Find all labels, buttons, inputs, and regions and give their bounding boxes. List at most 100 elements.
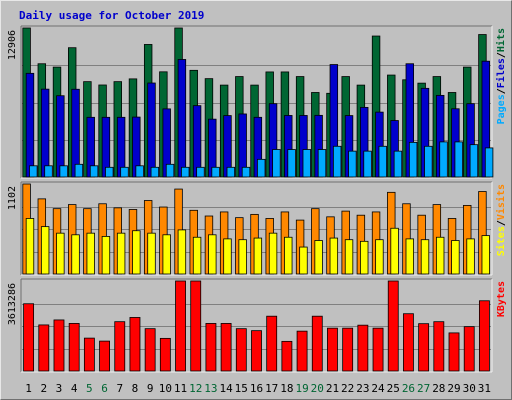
bar-sites-day-10 — [162, 234, 171, 275]
bar-kbytes-day-31 — [478, 300, 490, 372]
bar-sites-day-4 — [71, 234, 80, 275]
bar-kbytes-day-3 — [53, 319, 65, 372]
bar-sites-day-11 — [177, 229, 187, 275]
bar-kbytes-day-27 — [418, 323, 430, 372]
day-label-27: 27 — [417, 382, 430, 395]
bar-sites-day-6 — [101, 236, 111, 275]
bar-kbytes-day-18 — [281, 340, 293, 372]
bar-sites-day-27 — [420, 239, 430, 275]
day-label-7: 7 — [116, 382, 123, 395]
day-label-5: 5 — [86, 382, 93, 395]
bar-kbytes-day-17 — [266, 315, 278, 372]
day-label-21: 21 — [326, 382, 339, 395]
bar-pages-day-29 — [454, 141, 463, 178]
scale-label-hits: 12906 — [7, 30, 18, 60]
axis-label-part-hits-0: Pages — [496, 94, 507, 124]
chart-title: Daily usage for October 2019 — [19, 9, 204, 22]
bar-sites-day-22 — [344, 239, 354, 275]
bar-kbytes-day-7 — [114, 321, 126, 372]
bar-pages-day-14 — [226, 166, 236, 178]
day-label-16: 16 — [250, 382, 263, 395]
day-label-30: 30 — [463, 382, 476, 395]
bar-sites-day-28 — [435, 236, 445, 275]
bar-kbytes-day-15 — [235, 328, 247, 372]
bar-sites-day-30 — [466, 238, 475, 275]
bar-sites-day-1 — [25, 218, 35, 275]
axis-label-part-hits-3: / — [496, 52, 507, 58]
bar-pages-day-7 — [120, 166, 129, 178]
bar-sites-day-31 — [481, 235, 490, 275]
day-label-4: 4 — [71, 382, 78, 395]
day-label-8: 8 — [132, 382, 139, 395]
bar-sites-day-13 — [208, 234, 217, 275]
bar-kbytes-day-14 — [220, 323, 232, 372]
day-label-28: 28 — [432, 382, 445, 395]
bar-sites-day-19 — [299, 246, 308, 275]
bar-pages-day-4 — [74, 163, 84, 178]
bar-sites-day-18 — [284, 236, 293, 275]
bar-files-day-11 — [177, 59, 187, 178]
axis-label-kbytes: KBytes — [496, 281, 507, 317]
bar-sites-day-16 — [253, 237, 263, 275]
bar-pages-day-19 — [302, 149, 311, 178]
bar-pages-day-16 — [257, 158, 266, 178]
bar-files-day-2 — [40, 88, 50, 178]
bar-pages-day-12 — [196, 166, 205, 178]
day-label-18: 18 — [280, 382, 293, 395]
day-label-19: 19 — [295, 382, 308, 395]
day-label-10: 10 — [159, 382, 172, 395]
bar-sites-day-5 — [86, 232, 95, 275]
bar-pages-day-24 — [378, 145, 387, 178]
bar-kbytes-day-8 — [129, 317, 141, 372]
bar-sites-day-21 — [329, 237, 339, 275]
day-label-9: 9 — [147, 382, 154, 395]
bar-files-day-12 — [192, 105, 202, 178]
bar-pages-day-13 — [211, 166, 220, 178]
day-label-13: 13 — [204, 382, 217, 395]
bar-kbytes-day-16 — [251, 330, 262, 372]
bar-sites-day-24 — [375, 239, 384, 275]
day-label-15: 15 — [235, 382, 248, 395]
bar-pages-day-26 — [408, 141, 418, 178]
bar-kbytes-day-13 — [205, 323, 217, 372]
bar-pages-day-30 — [469, 144, 479, 178]
bar-kbytes-day-1 — [23, 303, 35, 372]
day-label-23: 23 — [356, 382, 369, 395]
day-label-2: 2 — [40, 382, 47, 395]
bar-kbytes-day-10 — [159, 337, 171, 372]
bar-kbytes-day-29 — [448, 332, 460, 372]
bar-pages-day-31 — [484, 147, 494, 178]
day-label-29: 29 — [447, 382, 460, 395]
bar-pages-day-5 — [89, 165, 99, 178]
bar-kbytes-day-30 — [463, 326, 475, 372]
bar-pages-day-21 — [332, 145, 342, 178]
bar-kbytes-day-6 — [99, 340, 110, 372]
bar-pages-day-10 — [165, 163, 175, 178]
bar-sites-day-25 — [390, 227, 399, 275]
bar-pages-day-2 — [44, 165, 53, 178]
bar-kbytes-day-2 — [38, 324, 50, 372]
bar-pages-day-18 — [287, 149, 296, 178]
bar-sites-day-26 — [405, 238, 414, 275]
bar-pages-day-3 — [59, 165, 68, 178]
bar-kbytes-day-19 — [296, 330, 308, 372]
day-label-6: 6 — [101, 382, 108, 395]
bar-pages-day-22 — [348, 150, 357, 178]
bar-kbytes-day-28 — [433, 321, 445, 372]
day-label-20: 20 — [311, 382, 324, 395]
bar-sites-day-17 — [268, 232, 278, 275]
bar-sites-day-3 — [56, 232, 65, 275]
day-label-14: 14 — [219, 382, 233, 395]
bar-files-day-4 — [71, 88, 80, 178]
bar-pages-day-25 — [393, 150, 403, 178]
bar-kbytes-day-9 — [144, 328, 156, 372]
bar-pages-day-11 — [181, 166, 190, 178]
bar-kbytes-day-23 — [357, 324, 369, 372]
bar-kbytes-day-25 — [387, 280, 399, 372]
bar-kbytes-day-26 — [403, 313, 414, 372]
bar-kbytes-day-20 — [311, 315, 323, 372]
bar-kbytes-day-24 — [372, 327, 384, 372]
scale-label-kbytes: 3613286 — [7, 283, 18, 325]
bar-sites-day-29 — [451, 240, 460, 275]
